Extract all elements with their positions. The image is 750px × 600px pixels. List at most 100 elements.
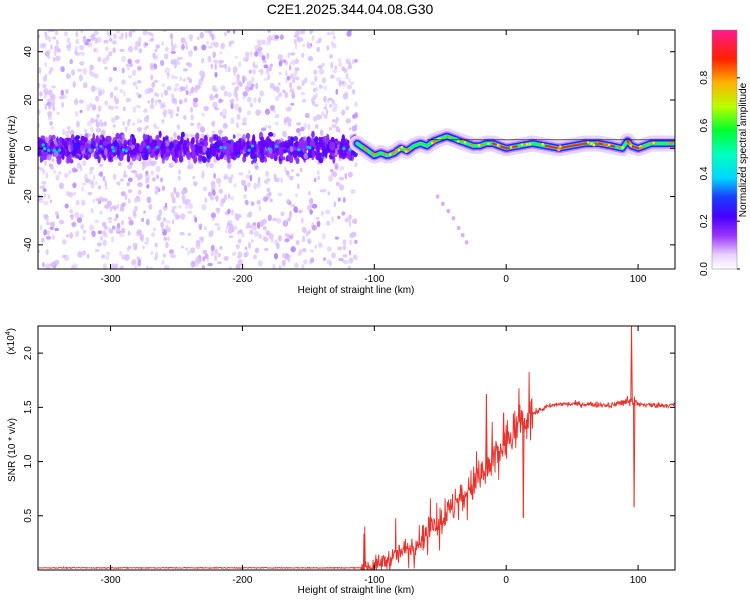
noise-speck xyxy=(41,42,47,49)
noise-speck xyxy=(235,243,240,250)
noise-speck xyxy=(242,91,248,97)
noise-speck xyxy=(127,189,133,194)
noise-speck xyxy=(296,183,300,190)
colorbar-tick-label: 0.4 xyxy=(699,166,710,180)
noise-speck xyxy=(336,181,340,187)
noise-speck xyxy=(269,105,275,110)
noise-speck xyxy=(321,233,326,240)
noise-speck xyxy=(245,174,251,180)
noise-band-blob xyxy=(341,137,346,145)
noise-speck xyxy=(138,48,142,53)
noise-speck xyxy=(146,184,150,189)
x-tick-label: -300 xyxy=(101,575,121,586)
noise-speck xyxy=(253,226,257,231)
noise-speck xyxy=(342,197,346,203)
noise-speck xyxy=(236,73,241,80)
noise-speck xyxy=(207,55,212,63)
noise-speck xyxy=(150,170,154,176)
noise-band-blob xyxy=(219,154,224,160)
noise-speck xyxy=(289,52,296,56)
noise-speck xyxy=(258,205,262,212)
ridge-speck xyxy=(618,145,621,149)
noise-speck xyxy=(183,78,186,82)
noise-speck xyxy=(92,174,96,181)
noise-speck xyxy=(127,66,130,71)
noise-speck xyxy=(277,82,281,86)
noise-speck xyxy=(312,87,317,93)
noise-band-blob xyxy=(128,140,132,146)
noise-speck xyxy=(95,47,99,53)
noise-speck xyxy=(326,246,332,252)
noise-speck xyxy=(79,213,84,219)
noise-speck xyxy=(173,131,177,139)
faint-tail-point xyxy=(456,225,461,231)
noise-speck xyxy=(229,99,234,104)
noise-speck xyxy=(255,109,261,116)
noise-speck xyxy=(51,234,56,240)
y-tick-label: 40 xyxy=(23,46,34,58)
noise-speck xyxy=(251,76,255,83)
noise-speck xyxy=(180,86,186,92)
noise-speck xyxy=(342,239,347,246)
noise-speck xyxy=(227,220,233,225)
noise-speck xyxy=(313,69,318,75)
noise-speck xyxy=(335,126,340,133)
noise-speck xyxy=(254,64,259,69)
noise-speck xyxy=(142,30,148,36)
noise-speck xyxy=(167,236,170,241)
noise-speck xyxy=(187,159,191,166)
noise-speck xyxy=(115,263,118,269)
noise-speck xyxy=(228,162,232,168)
noise-hotspot xyxy=(223,146,227,150)
noise-speck xyxy=(70,60,73,64)
noise-speck xyxy=(268,34,272,41)
noise-speck xyxy=(38,67,42,74)
noise-speck xyxy=(232,66,238,73)
noise-speck xyxy=(74,211,80,219)
colorbar-frame xyxy=(711,29,738,270)
noise-speck xyxy=(99,163,104,167)
noise-speck xyxy=(150,97,154,104)
noise-speck xyxy=(135,173,140,178)
ridge-speck xyxy=(605,144,609,147)
noise-band-blob xyxy=(287,135,291,141)
noise-band-blob xyxy=(246,138,250,147)
noise-hotspot xyxy=(306,145,310,149)
noise-speck xyxy=(213,173,216,179)
noise-speck xyxy=(61,254,67,259)
noise-speck xyxy=(315,216,320,220)
noise-speck xyxy=(55,39,59,46)
noise-band-blob xyxy=(92,132,95,142)
noise-speck xyxy=(76,120,80,128)
noise-band-blob xyxy=(316,144,320,154)
noise-speck xyxy=(187,199,191,203)
noise-band-blob xyxy=(289,157,294,164)
ridge-speck xyxy=(596,141,599,144)
noise-speck xyxy=(223,175,229,180)
noise-speck xyxy=(94,219,100,224)
noise-speck xyxy=(248,170,251,174)
noise-speck xyxy=(42,169,46,174)
noise-speck xyxy=(256,181,261,189)
noise-speck xyxy=(136,256,141,260)
noise-speck xyxy=(348,257,354,264)
colorbar: 0.0 0.2 0.4 0.6 0.8 Normalized spectral ampl… xyxy=(699,29,749,276)
noise-speck xyxy=(102,57,107,65)
colorbar-tick-label: 0.6 xyxy=(699,118,710,132)
ridge-speck xyxy=(629,144,633,147)
noise-speck xyxy=(82,250,87,256)
noise-speck xyxy=(272,217,278,222)
noise-speck xyxy=(211,130,216,135)
noise-speck xyxy=(263,77,269,81)
noise-speck xyxy=(265,230,271,236)
snr-spike xyxy=(631,326,633,402)
ridge-speck xyxy=(461,139,465,142)
noise-speck xyxy=(351,88,356,95)
noise-speck xyxy=(180,245,184,249)
noise-speck xyxy=(258,97,261,103)
noise-speck xyxy=(213,59,219,64)
noise-speck xyxy=(54,227,59,232)
noise-speck xyxy=(111,205,117,210)
noise-band-blob xyxy=(174,141,178,146)
noise-speck xyxy=(38,82,41,89)
